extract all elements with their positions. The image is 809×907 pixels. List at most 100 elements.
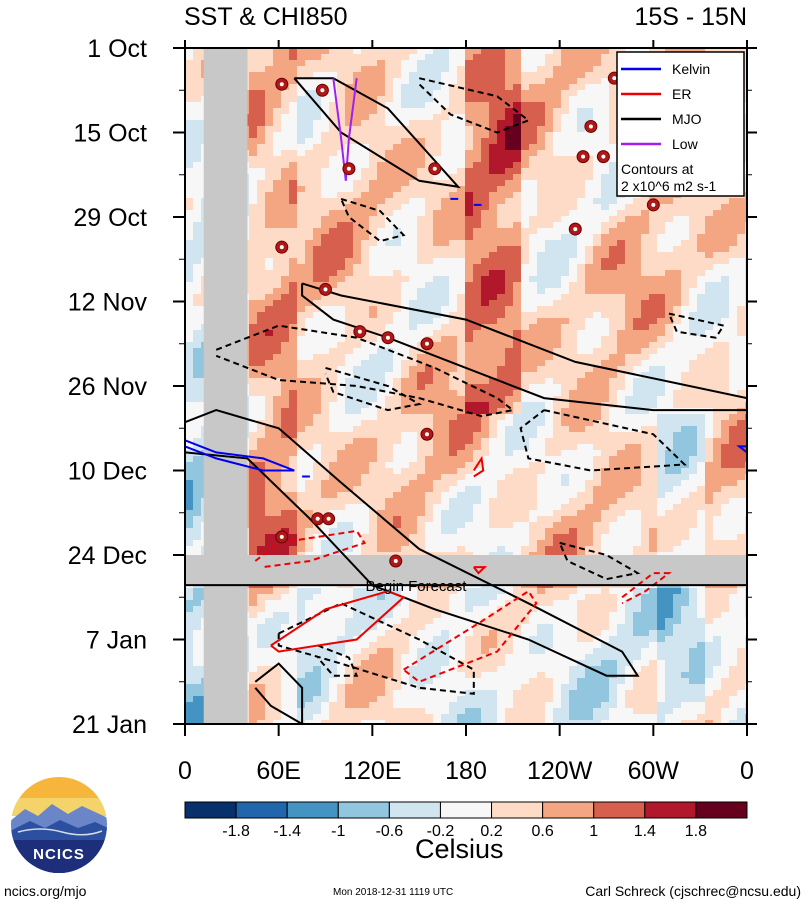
sst-cell [649, 288, 657, 294]
sst-cell [617, 390, 625, 396]
sst-cell [665, 630, 673, 636]
sst-cell [185, 228, 193, 234]
sst-cell [313, 126, 321, 132]
sst-cell [553, 342, 561, 348]
sst-cell [537, 138, 545, 144]
sst-cell [665, 480, 673, 486]
sst-cell [561, 264, 569, 270]
sst-cell [593, 102, 601, 108]
sst-cell [529, 138, 537, 144]
sst-cell [681, 630, 689, 636]
sst-cell [577, 588, 585, 594]
sst-cell [297, 288, 305, 294]
sst-cell [273, 300, 281, 306]
sst-cell [281, 72, 289, 78]
sst-cell [641, 594, 649, 600]
sst-cell [313, 132, 321, 138]
sst-cell [489, 336, 497, 342]
sst-cell [609, 462, 617, 468]
sst-cell [577, 522, 585, 528]
sst-cell [473, 414, 481, 420]
sst-cell [649, 300, 657, 306]
sst-cell [473, 96, 481, 102]
sst-cell [521, 336, 529, 342]
sst-cell [329, 72, 337, 78]
sst-cell [361, 456, 369, 462]
sst-cell [289, 630, 297, 636]
sst-cell [433, 666, 441, 672]
sst-cell [313, 534, 321, 540]
sst-cell [577, 258, 585, 264]
sst-cell [265, 540, 273, 546]
sst-cell [401, 690, 409, 696]
sst-cell [625, 276, 633, 282]
sst-cell [297, 78, 305, 84]
sst-cell [449, 204, 457, 210]
sst-cell [601, 360, 609, 366]
sst-cell [457, 630, 465, 636]
sst-cell [353, 540, 361, 546]
sst-cell [329, 528, 337, 534]
sst-cell [361, 528, 369, 534]
sst-cell [185, 48, 193, 54]
sst-cell [521, 216, 529, 222]
sst-cell [425, 684, 433, 690]
sst-cell [553, 624, 561, 630]
sst-cell [185, 372, 193, 378]
sst-cell [273, 618, 281, 624]
sst-cell [625, 324, 633, 330]
sst-cell [537, 264, 545, 270]
sst-cell [409, 90, 417, 96]
sst-cell [553, 78, 561, 84]
sst-cell [649, 636, 657, 642]
sst-cell [561, 228, 569, 234]
sst-cell [185, 378, 193, 384]
sst-cell [249, 456, 257, 462]
sst-cell [377, 252, 385, 258]
sst-cell [457, 648, 465, 654]
sst-cell [553, 540, 561, 546]
sst-cell [601, 114, 609, 120]
sst-cell [585, 378, 593, 384]
sst-cell [601, 660, 609, 666]
sst-cell [545, 390, 553, 396]
sst-cell [369, 108, 377, 114]
sst-cell [489, 156, 497, 162]
sst-cell [513, 666, 521, 672]
sst-cell [297, 672, 305, 678]
sst-cell [505, 48, 513, 54]
sst-cell [561, 54, 569, 60]
sst-cell [385, 612, 393, 618]
sst-cell [513, 228, 521, 234]
sst-cell [377, 372, 385, 378]
sst-cell [481, 48, 489, 54]
sst-cell [369, 366, 377, 372]
sst-cell [385, 180, 393, 186]
sst-cell [593, 246, 601, 252]
sst-cell [521, 294, 529, 300]
sst-cell [633, 510, 641, 516]
sst-cell [441, 54, 449, 60]
sst-cell [497, 336, 505, 342]
sst-cell [497, 72, 505, 78]
sst-cell [553, 228, 561, 234]
sst-cell [665, 342, 673, 348]
sst-cell [321, 318, 329, 324]
sst-cell [609, 204, 617, 210]
sst-cell [265, 534, 273, 540]
sst-cell [465, 72, 473, 78]
sst-cell [369, 414, 377, 420]
sst-cell [345, 216, 353, 222]
sst-cell [665, 282, 673, 288]
sst-cell [553, 240, 561, 246]
sst-cell [601, 396, 609, 402]
sst-cell [449, 492, 457, 498]
sst-cell [529, 204, 537, 210]
sst-cell [289, 354, 297, 360]
sst-cell [577, 378, 585, 384]
sst-cell [593, 222, 601, 228]
sst-cell [289, 336, 297, 342]
sst-cell [321, 114, 329, 120]
sst-cell [585, 102, 593, 108]
sst-cell [281, 504, 289, 510]
